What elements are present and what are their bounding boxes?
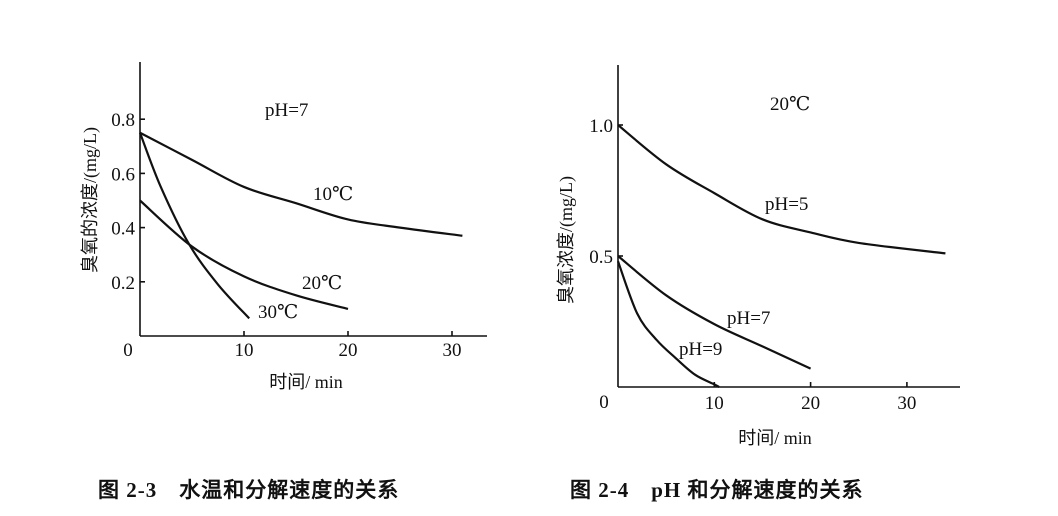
series-line-1 <box>617 124 946 255</box>
y-tick-label: 0.2 <box>111 273 135 294</box>
annotation-ph: pH=7 <box>265 100 308 121</box>
x-tick-label: 10 <box>705 393 724 414</box>
x-tick-label: 30 <box>443 340 462 361</box>
x-tick-label: 10 <box>235 340 254 361</box>
series-line-2 <box>139 199 349 310</box>
series-label-ph9: pH=9 <box>679 339 722 360</box>
series-line-3 <box>138 132 251 320</box>
chart-ph: 图 2-4 pH 和分解速度的关系 时间/ min 臭氧浓度/(mg/L) 20… <box>556 65 960 502</box>
x-tick-label: 20 <box>801 393 820 414</box>
series-label-10c: 10℃ <box>313 184 353 205</box>
x-tick-label: 30 <box>897 393 916 414</box>
x-tick-label: 0 <box>599 392 609 413</box>
y-tick-label: 0.4 <box>111 219 135 240</box>
caption: 图 2-4 pH 和分解速度的关系 <box>570 478 864 502</box>
y-tick-label: 0.5 <box>589 247 613 268</box>
y-tick-label: 0.6 <box>111 164 135 185</box>
x-tick-label: 0 <box>123 340 133 361</box>
y-axis-label: 臭氧的浓度/(mg/L) <box>80 127 101 273</box>
y-tick-label: 1.0 <box>589 116 613 137</box>
series-label-30c: 30℃ <box>258 302 298 323</box>
annotation-temperature: 20℃ <box>770 94 810 115</box>
caption: 图 2-3 水温和分解速度的关系 <box>98 478 399 502</box>
x-axis-label: 时间/ min <box>738 428 812 448</box>
series-line-3 <box>616 260 720 388</box>
series-line-2 <box>617 255 812 370</box>
series-label-ph5: pH=5 <box>765 194 808 215</box>
series-label-20c: 20℃ <box>302 273 342 294</box>
y-tick-label: 0.8 <box>111 110 135 131</box>
chart-water-temperature: 图 2-3 水温和分解速度的关系 时间/ min 臭氧的浓度/(mg/L) pH… <box>80 62 487 502</box>
y-axis-label: 臭氧浓度/(mg/L) <box>556 176 577 304</box>
series-label-ph7: pH=7 <box>727 308 770 329</box>
x-axis-label: 时间/ min <box>269 372 343 392</box>
x-tick-label: 20 <box>339 340 358 361</box>
series-line-1 <box>139 131 463 237</box>
